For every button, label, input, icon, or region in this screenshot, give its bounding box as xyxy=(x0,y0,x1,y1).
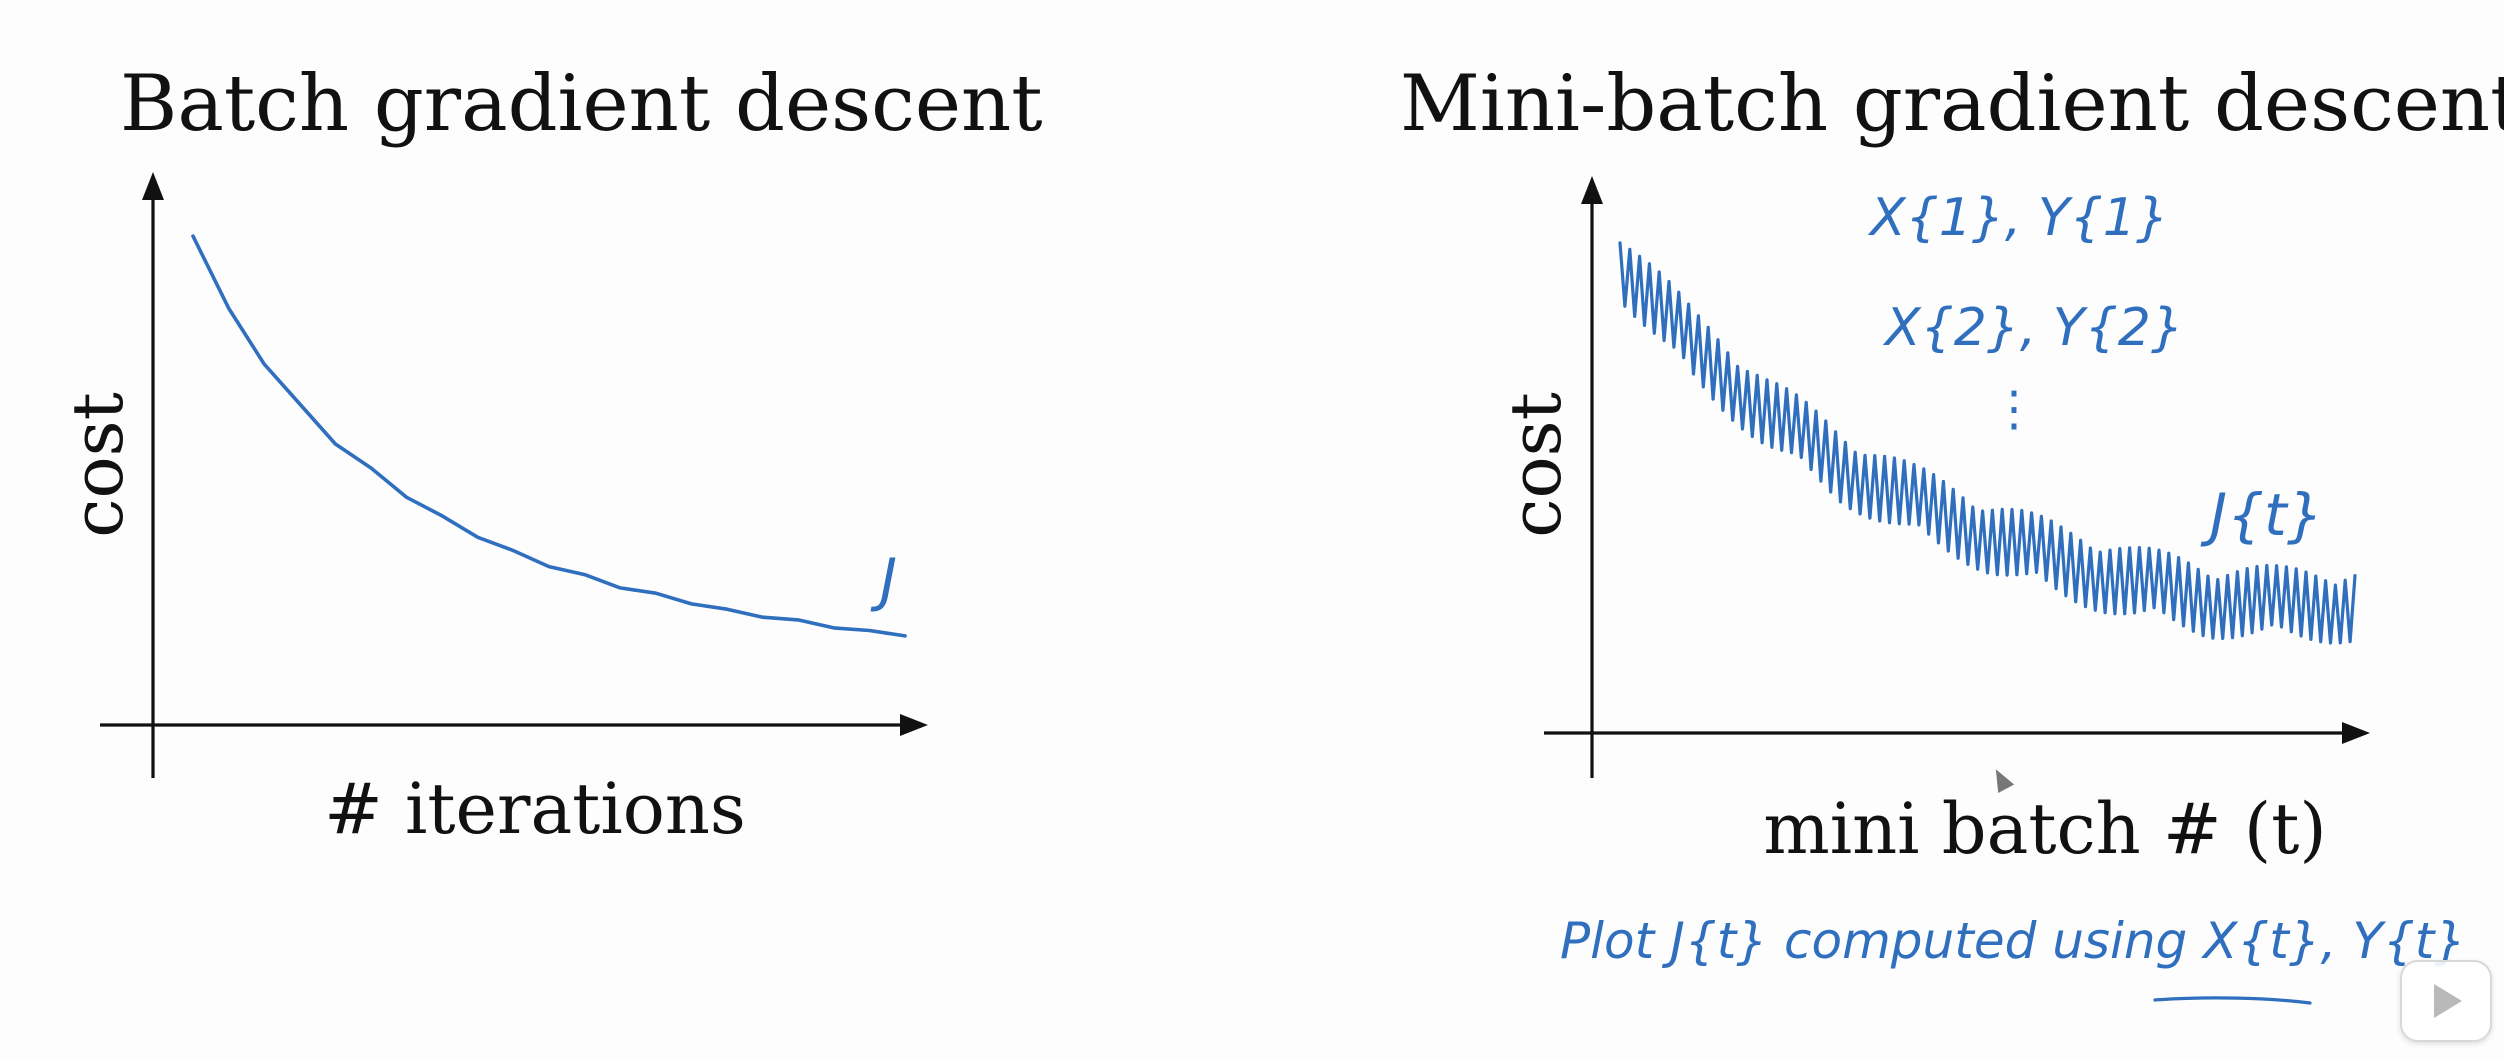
batch-y-axis-arrow xyxy=(142,172,164,200)
minibatch-y-label: cost xyxy=(1495,392,1577,537)
video-play-button[interactable] xyxy=(2400,960,2492,1042)
minibatch-y-axis-arrow xyxy=(1581,176,1603,204)
batch-chart-title: Batch gradient descent xyxy=(120,59,1043,149)
annotation-x2-y2: X{2}, Y{2} xyxy=(1882,298,2184,358)
minibatch-cost-curve xyxy=(1618,241,2357,645)
batch-x-axis-arrow xyxy=(900,714,928,736)
minibatch-chart-title: Mini-batch gradient descent xyxy=(1400,59,2504,149)
batch-cost-curve xyxy=(191,234,907,638)
annotation-vertical-dots: ⋮ xyxy=(1990,381,2038,437)
batch-x-label: # iterations xyxy=(324,768,746,850)
minibatch-x-axis-arrow xyxy=(2342,722,2370,744)
annotation-j-t: J{t} xyxy=(2200,481,2324,549)
annotation-x1-y1: X{1}, Y{1} xyxy=(1867,188,2169,248)
play-icon xyxy=(2434,984,2462,1018)
minibatch-chart: Mini-batch gradient descent cost mini ba… xyxy=(1400,59,2504,1005)
batch-chart: Batch gradient descent cost # iterations… xyxy=(57,59,1043,850)
batch-y-label: cost xyxy=(57,392,139,537)
footnote-plot-text: Plot J{t} computed using X{t}, Y{t} xyxy=(1560,912,2466,970)
batch-j-annotation: J xyxy=(870,546,897,614)
footnote-underline xyxy=(2153,996,2312,1005)
minibatch-x-label: mini batch # (t) xyxy=(1763,788,2326,870)
